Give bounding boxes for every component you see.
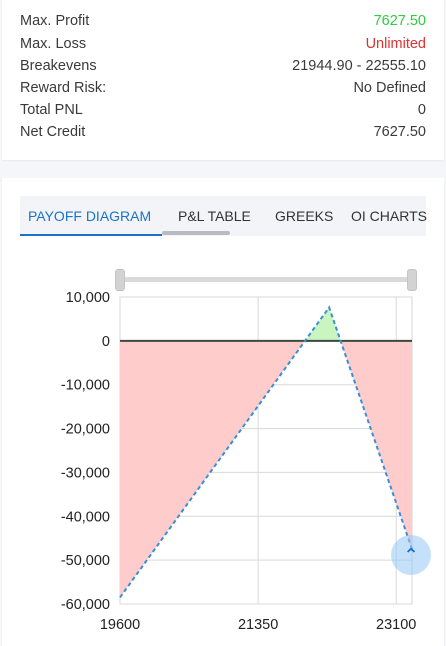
stat-label: Max. Loss	[20, 36, 87, 52]
strategy-summary-card: Max. Profit 7627.50 Max. Loss Unlimited …	[2, 0, 444, 160]
tab-pl-table[interactable]: P&L TABLE	[178, 208, 251, 224]
stat-row-breakevens: Breakevens 21944.90 - 22555.10	[20, 55, 426, 77]
loss-area-right	[340, 340, 412, 550]
y-tick-label: -10,000	[61, 378, 110, 394]
tabs-scroll-indicator[interactable]	[162, 231, 230, 235]
y-tick-label: -20,000	[61, 422, 110, 438]
range-slider-left-handle[interactable]	[115, 269, 125, 291]
range-slider-track[interactable]	[120, 277, 414, 282]
stat-row-total-pnl: Total PNL 0	[20, 99, 426, 121]
active-tab-indicator	[20, 234, 162, 236]
payoff-chart-card: PAYOFF DIAGRAM P&L TABLE GREEKS OI CHART…	[2, 178, 444, 646]
stat-value: 0	[417, 102, 426, 118]
y-tick-label: -30,000	[61, 465, 110, 481]
y-tick-label: -60,000	[61, 597, 110, 613]
stat-label: Breakevens	[20, 58, 97, 74]
stat-row-max-profit: Max. Profit 7627.50	[20, 10, 426, 32]
x-tick-label: 23100	[376, 617, 416, 633]
payoff-chart: 10,000 0 -10,000 -20,000 -30,000 -40,000 -50,0…	[61, 290, 417, 633]
stat-label: Net Credit	[20, 124, 86, 140]
stat-value: 7627.50	[373, 13, 426, 29]
tab-oi-charts[interactable]: OI CHARTS	[351, 208, 427, 224]
chevron-up-icon[interactable]: ⌃	[391, 535, 431, 575]
stat-row-net-credit: Net Credit 7627.50	[20, 121, 426, 143]
stat-row-reward-risk: Reward Risk: No Defined	[20, 77, 426, 99]
tab-payoff-diagram[interactable]: PAYOFF DIAGRAM	[28, 208, 152, 224]
stat-value: Unlimited	[365, 36, 426, 52]
stat-label: Reward Risk:	[20, 80, 107, 96]
stat-row-max-loss: Max. Loss Unlimited	[20, 33, 426, 55]
stat-value: 7627.50	[373, 124, 426, 140]
stat-value: 21944.90 - 22555.10	[292, 58, 426, 74]
payoff-line	[119, 305, 413, 599]
y-tick-label: 10,000	[66, 290, 110, 306]
y-tick-label: 0	[102, 334, 110, 350]
stat-value: No Defined	[353, 80, 426, 96]
chart-tabs: PAYOFF DIAGRAM P&L TABLE GREEKS OI CHART…	[20, 196, 427, 236]
y-tick-label: -40,000	[61, 509, 110, 525]
x-tick-label: 19600	[100, 617, 140, 633]
x-tick-label: 21350	[238, 617, 278, 633]
stat-label: Max. Profit	[20, 13, 90, 29]
range-slider-right-handle[interactable]	[407, 269, 417, 291]
tab-greeks[interactable]: GREEKS	[275, 208, 334, 224]
stat-label: Total PNL	[20, 102, 83, 118]
y-tick-label: -50,000	[61, 553, 110, 569]
